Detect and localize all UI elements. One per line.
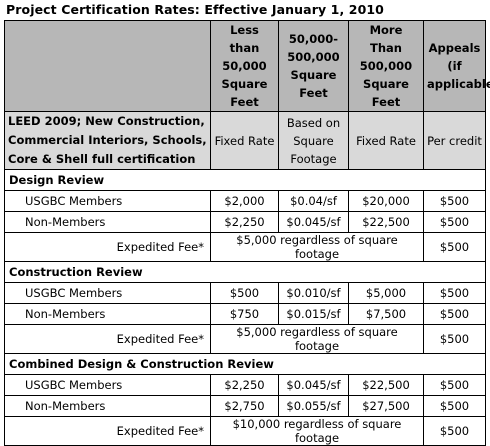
- table-row: USGBC Members $2,000 $0.04/sf $20,000 $5…: [4, 190, 486, 212]
- table-cell: $750: [210, 303, 279, 325]
- header-more-than-500000: More Than 500,000 Square Feet: [348, 20, 424, 112]
- table-cell: $0.015/sf: [278, 303, 349, 325]
- table-row: Non-Members $2,750 $0.055/sf $27,500 $50…: [4, 395, 486, 417]
- section-title: Design Review: [4, 169, 486, 191]
- section-header-construction-review: Construction Review: [4, 261, 486, 283]
- row-label: Non-Members: [4, 303, 211, 325]
- header-row: Less than 50,000 Square Feet 50,000-500,…: [4, 20, 490, 112]
- table-row: Non-Members $750 $0.015/sf $7,500 $500: [4, 303, 486, 325]
- table-cell: $0.010/sf: [278, 282, 349, 304]
- section-header-design-review: Design Review: [4, 169, 486, 191]
- table-cell: $500: [423, 416, 486, 446]
- table-cell: $500: [210, 282, 279, 304]
- description-cell: Fixed Rate: [210, 111, 279, 170]
- table-cell: $2,250: [210, 211, 279, 233]
- section-header-combined-review: Combined Design & Construction Review: [4, 353, 486, 375]
- table-cell: $2,750: [210, 395, 279, 417]
- table-row: USGBC Members $500 $0.010/sf $5,000 $500: [4, 282, 486, 304]
- table-cell-span: $5,000 regardless of square footage: [210, 324, 424, 354]
- table-cell: $0.045/sf: [278, 374, 349, 396]
- row-label: Non-Members: [4, 211, 211, 233]
- table-cell: $0.045/sf: [278, 211, 349, 233]
- table-cell: $22,500: [348, 374, 424, 396]
- description-row: LEED 2009; New Construction, Commercial …: [4, 111, 486, 170]
- table-cell-span: $5,000 regardless of square footage: [210, 232, 424, 262]
- table-cell: $500: [423, 190, 486, 212]
- table-row: Expedited Fee* $5,000 regardless of squa…: [4, 232, 486, 262]
- table-cell: $500: [423, 282, 486, 304]
- table-cell: $22,500: [348, 211, 424, 233]
- certification-rates-table: Less than 50,000 Square Feet 50,000-500,…: [4, 20, 490, 446]
- table-cell: $500: [423, 324, 486, 354]
- table-cell: $500: [423, 374, 486, 396]
- table-cell: $27,500: [348, 395, 424, 417]
- table-row: Non-Members $2,250 $0.045/sf $22,500 $50…: [4, 211, 486, 233]
- section-title: Combined Design & Construction Review: [4, 353, 486, 375]
- table-cell: $2,000: [210, 190, 279, 212]
- table-row: USGBC Members $2,250 $0.045/sf $22,500 $…: [4, 374, 486, 396]
- table-cell: $0.04/sf: [278, 190, 349, 212]
- row-label: USGBC Members: [4, 190, 211, 212]
- rating-system-label: LEED 2009; New Construction, Commercial …: [4, 111, 211, 170]
- table-cell: $0.055/sf: [278, 395, 349, 417]
- table-cell: $500: [423, 232, 486, 262]
- table-cell-span: $10,000 regardless of square footage: [210, 416, 424, 446]
- header-appeals: Appeals (if applicable): [423, 20, 490, 112]
- table-cell: $500: [423, 211, 486, 233]
- table-cell: $500: [423, 395, 486, 417]
- table-cell: $2,250: [210, 374, 279, 396]
- header-50000-500000: 50,000-500,000 Square Feet: [278, 20, 349, 112]
- table-row: Expedited Fee* $10,000 regardless of squ…: [4, 416, 486, 446]
- table-cell: $7,500: [348, 303, 424, 325]
- description-cell: Based on Square Footage: [278, 111, 349, 170]
- row-label: Expedited Fee*: [4, 416, 211, 446]
- description-cell: Per credit: [423, 111, 486, 170]
- section-title: Construction Review: [4, 261, 486, 283]
- table-cell: $500: [423, 303, 486, 325]
- table-row: Expedited Fee* $5,000 regardless of squa…: [4, 324, 486, 354]
- table-cell: $5,000: [348, 282, 424, 304]
- row-label: Non-Members: [4, 395, 211, 417]
- row-label: Expedited Fee*: [4, 232, 211, 262]
- row-label: Expedited Fee*: [4, 324, 211, 354]
- header-less-than-50000: Less than 50,000 Square Feet: [210, 20, 279, 112]
- table-title: Project Certification Rates: Effective J…: [6, 2, 384, 17]
- row-label: USGBC Members: [4, 374, 211, 396]
- header-blank-cell: [4, 20, 211, 112]
- table-cell: $20,000: [348, 190, 424, 212]
- description-cell: Fixed Rate: [348, 111, 424, 170]
- row-label: USGBC Members: [4, 282, 211, 304]
